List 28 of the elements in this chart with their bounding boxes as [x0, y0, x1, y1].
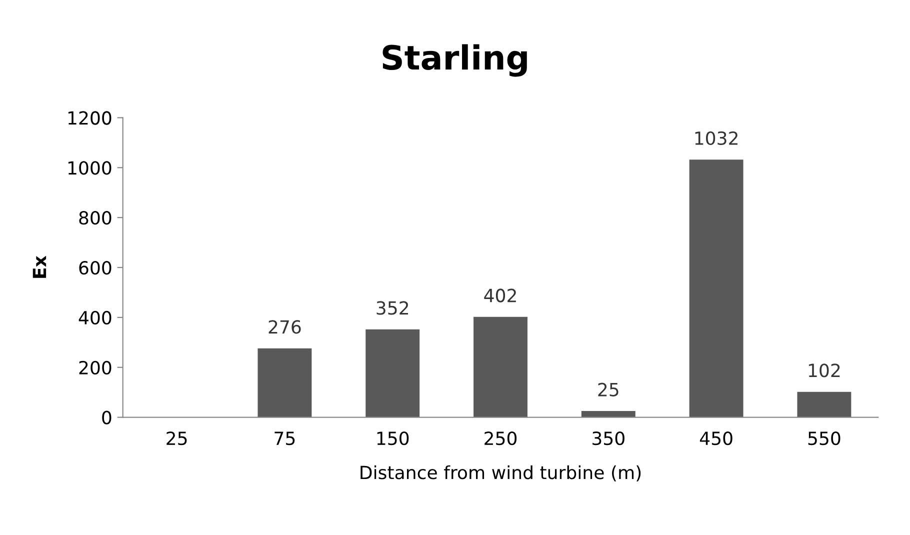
- y-tick-label: 0: [102, 410, 112, 424]
- x-tick-label: 75: [274, 432, 295, 446]
- bar: [258, 348, 312, 418]
- bar: [366, 329, 420, 418]
- y-tick-label: 1200: [68, 111, 112, 125]
- y-tick-label: 1000: [68, 161, 112, 175]
- x-tick-label: 250: [484, 432, 517, 446]
- x-axis-title: Distance from wind turbine (m): [360, 465, 641, 482]
- data-label: 352: [376, 301, 408, 315]
- x-tick-label: 350: [592, 432, 624, 446]
- y-tick-label: 400: [78, 310, 112, 325]
- bar: [797, 392, 852, 418]
- data-label: 402: [484, 288, 516, 302]
- x-tick-label: 25: [166, 432, 187, 446]
- chart-title: Starling: [382, 44, 527, 77]
- bar: [689, 160, 744, 418]
- y-tick-label: 200: [79, 360, 112, 374]
- y-tick-label: 600: [79, 260, 112, 275]
- data-label: 276: [268, 320, 301, 334]
- data-label: 102: [808, 364, 840, 378]
- data-label: 1032: [695, 131, 738, 146]
- x-tick-label: 450: [700, 432, 732, 446]
- bar: [474, 316, 528, 418]
- x-tick-label: 150: [377, 432, 409, 446]
- x-tick-label: 550: [808, 432, 840, 446]
- y-axis-title: Ex: [32, 256, 46, 278]
- data-label: 25: [598, 382, 618, 396]
- y-tick-label: 800: [79, 211, 112, 225]
